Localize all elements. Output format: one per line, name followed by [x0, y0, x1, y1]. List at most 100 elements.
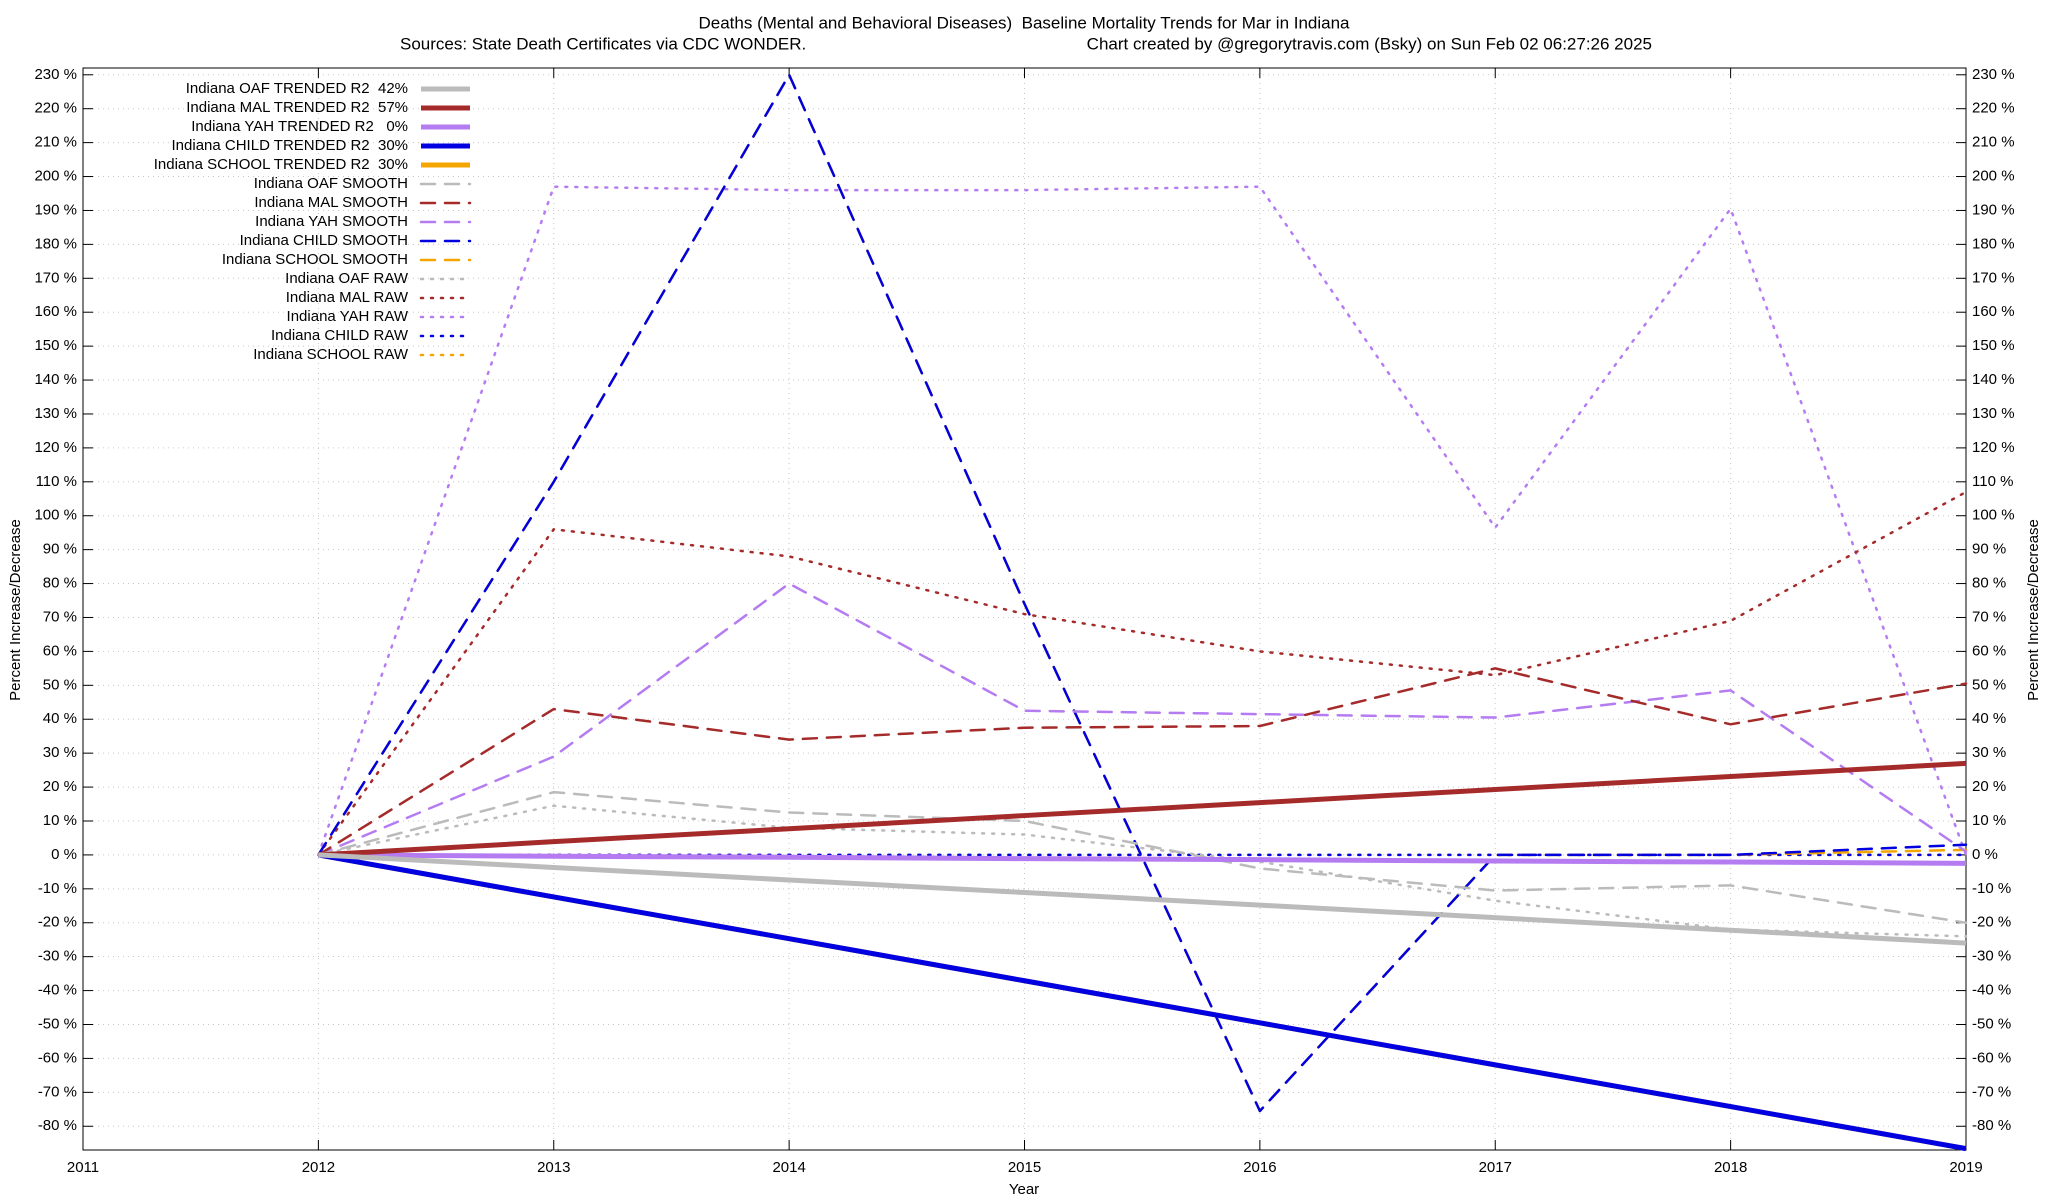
y2-tick-label: 10 % [1972, 812, 2006, 829]
legend-label: Indiana OAF RAW [285, 270, 409, 287]
y-tick-label: 70 % [43, 608, 77, 625]
y2-tick-label: -80 % [1972, 1117, 2011, 1134]
x-axis-label: Year [1009, 1181, 1039, 1198]
y-tick-label: 10 % [43, 812, 77, 829]
x-tick-label: 2011 [67, 1159, 99, 1176]
legend-label: Indiana SCHOOL SMOOTH [222, 251, 408, 268]
chart-credit: Chart created by @gregorytravis.com (Bsk… [1087, 34, 1652, 53]
y2-tick-label: 80 % [1972, 575, 2006, 592]
y2-tick-label: 100 % [1972, 507, 2015, 524]
x-tick-label: 2016 [1243, 1159, 1276, 1176]
series-line [317, 185, 1968, 857]
y2-tick-label: 120 % [1972, 439, 2015, 456]
y2-tick-label: 130 % [1972, 405, 2015, 422]
y2-tick-label: 170 % [1972, 269, 2015, 286]
y-tick-label: 40 % [43, 710, 77, 727]
chart-title: Deaths (Mental and Behavioral Diseases) … [698, 13, 1350, 32]
y2-tick-label: 220 % [1972, 100, 2015, 117]
y2-tick-label: -40 % [1972, 982, 2011, 999]
y-axis-label: Percent Increase/Decrease [7, 519, 24, 701]
legend-label: Indiana SCHOOL TRENDED R2 30% [154, 156, 408, 173]
y2-tick-label: 60 % [1972, 642, 2006, 659]
y-tick-label: 130 % [34, 405, 77, 422]
legend-label: Indiana YAH TRENDED R2 0% [191, 118, 408, 135]
y-tick-label: 210 % [34, 134, 77, 151]
y-tick-label: 120 % [34, 439, 77, 456]
series-line [317, 852, 1967, 1152]
y-tick-label: 190 % [34, 201, 77, 218]
y2-tick-label: -70 % [1972, 1083, 2011, 1100]
legend-label: Indiana MAL SMOOTH [254, 194, 408, 211]
y-tick-label: 110 % [36, 473, 77, 490]
legend-label: Indiana MAL RAW [286, 289, 409, 306]
y-tick-label: -20 % [38, 914, 77, 931]
series-line [317, 490, 1968, 857]
y-tick-label: 200 % [34, 168, 77, 185]
y2-tick-label: -60 % [1972, 1049, 2011, 1066]
y2-tick-label: 70 % [1972, 608, 2006, 625]
y-tick-label: -60 % [38, 1049, 77, 1066]
y2-tick-label: 90 % [1972, 541, 2006, 558]
y2-tick-label: 180 % [1972, 235, 2015, 252]
y-tick-label: 50 % [43, 676, 77, 693]
y2-tick-label: 140 % [1972, 371, 2015, 388]
y2-tick-label: 230 % [1972, 66, 2015, 83]
y-tick-label: 80 % [43, 575, 77, 592]
x-tick-label: 2014 [772, 1159, 805, 1176]
series-line [317, 804, 1968, 938]
series-line [318, 852, 1967, 946]
legend-label: Indiana SCHOOL RAW [253, 346, 409, 363]
y-tick-label: 0 % [51, 846, 77, 863]
chart-source: Sources: State Death Certificates via CD… [400, 34, 806, 53]
y2-tick-label: 20 % [1972, 778, 2006, 795]
series-line [317, 73, 1968, 1113]
y2-tick-label: -30 % [1972, 948, 2011, 965]
y-tick-label: 100 % [34, 507, 77, 524]
series-line [317, 667, 1968, 857]
y-tick-label: 220 % [34, 100, 77, 117]
y2-tick-label: -20 % [1972, 914, 2011, 931]
y-tick-label: -30 % [38, 948, 77, 965]
x-tick-label: 2012 [302, 1159, 335, 1176]
y-tick-label: -40 % [38, 982, 77, 999]
x-tick-label: 2018 [1714, 1159, 1747, 1176]
y2-axis-label: Percent Increase/Decrease [2025, 519, 2042, 701]
y2-tick-label: 30 % [1972, 744, 2006, 761]
x-tick-label: 2017 [1479, 1159, 1512, 1176]
y-tick-label: 20 % [43, 778, 77, 795]
y-tick-label: 170 % [34, 269, 77, 286]
x-tick-label: 2015 [1008, 1159, 1041, 1176]
y-tick-label: 230 % [34, 66, 77, 83]
y2-tick-label: 200 % [1972, 168, 2015, 185]
legend-label: Indiana YAH SMOOTH [255, 213, 408, 230]
y2-tick-label: 50 % [1972, 676, 2006, 693]
y-tick-label: 60 % [43, 642, 77, 659]
y-tick-label: -50 % [38, 1015, 77, 1032]
x-tick-label: 2013 [537, 1159, 570, 1176]
series-line [318, 760, 1967, 858]
legend-label: Indiana CHILD RAW [271, 327, 409, 344]
legend-label: Indiana OAF TRENDED R2 42% [186, 80, 408, 97]
y-tick-label: 140 % [34, 371, 77, 388]
y2-tick-label: 190 % [1972, 201, 2015, 218]
y2-tick-label: 160 % [1972, 303, 2015, 320]
y-tick-label: -80 % [38, 1117, 77, 1134]
y2-tick-label: 150 % [1972, 337, 2015, 354]
y2-tick-label: 210 % [1972, 134, 2015, 151]
legend-label: Indiana MAL TRENDED R2 57% [186, 99, 408, 116]
y-tick-label: 160 % [34, 303, 77, 320]
y-tick-label: -70 % [38, 1083, 77, 1100]
legend-label: Indiana YAH RAW [287, 308, 409, 325]
y2-tick-label: 40 % [1972, 710, 2006, 727]
y-tick-label: 90 % [43, 541, 77, 558]
x-tick-label: 2019 [1949, 1159, 1982, 1176]
legend-label: Indiana CHILD SMOOTH [240, 232, 408, 249]
y-tick-label: 150 % [34, 337, 77, 354]
y-tick-label: 30 % [43, 744, 77, 761]
y2-tick-label: 0 % [1972, 846, 1998, 863]
y2-tick-label: -10 % [1972, 880, 2011, 897]
legend-label: Indiana OAF SMOOTH [254, 175, 408, 192]
y-tick-label: 180 % [34, 235, 77, 252]
legend-label: Indiana CHILD TRENDED R2 30% [172, 137, 408, 154]
